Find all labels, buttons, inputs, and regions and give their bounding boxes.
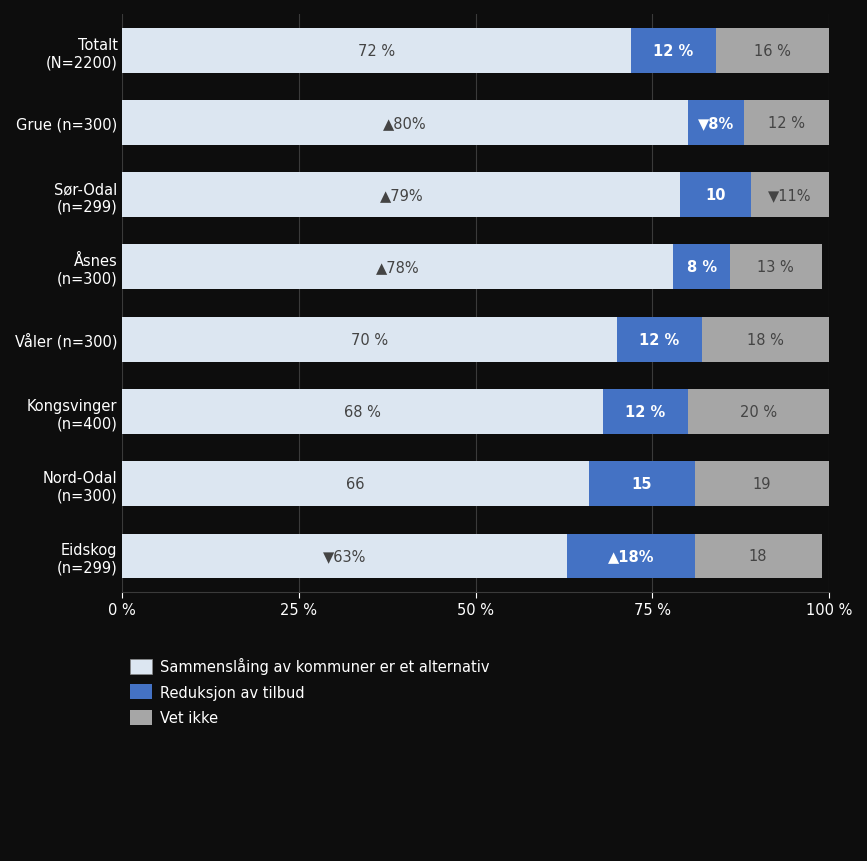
Bar <box>730 245 822 290</box>
Text: 8 %: 8 % <box>687 260 717 275</box>
Text: ▼63%: ▼63% <box>323 548 367 564</box>
Text: 12 %: 12 % <box>653 44 694 59</box>
Text: 20 %: 20 % <box>740 405 777 419</box>
Bar <box>694 534 822 579</box>
Bar <box>617 318 701 362</box>
Bar <box>681 173 751 218</box>
Bar <box>631 28 716 73</box>
Text: 13 %: 13 % <box>758 260 794 275</box>
Text: 12 %: 12 % <box>625 405 665 419</box>
Bar <box>122 534 567 579</box>
Bar <box>701 318 829 362</box>
Bar <box>122 318 617 362</box>
Bar <box>122 173 681 218</box>
Text: 10: 10 <box>706 188 726 203</box>
Bar <box>674 245 730 290</box>
Text: ▲79%: ▲79% <box>380 188 423 203</box>
Text: ▼11%: ▼11% <box>768 188 812 203</box>
Bar <box>744 101 829 146</box>
Text: 66: 66 <box>346 477 365 492</box>
Text: 18: 18 <box>749 548 767 564</box>
Text: ▲80%: ▲80% <box>383 115 427 131</box>
Text: 12 %: 12 % <box>639 332 680 347</box>
Text: 68 %: 68 % <box>344 405 381 419</box>
Text: 70 %: 70 % <box>351 332 388 347</box>
Bar <box>589 461 694 506</box>
Bar <box>751 173 829 218</box>
Text: 72 %: 72 % <box>358 44 395 59</box>
Bar <box>716 28 829 73</box>
Text: 18 %: 18 % <box>746 332 784 347</box>
Text: ▲18%: ▲18% <box>608 548 655 564</box>
Text: 19: 19 <box>753 477 771 492</box>
Bar <box>567 534 694 579</box>
Bar <box>688 101 744 146</box>
Bar <box>122 28 631 73</box>
Bar <box>603 389 688 434</box>
Bar <box>122 389 603 434</box>
Bar <box>122 245 674 290</box>
Text: ▼8%: ▼8% <box>698 115 733 131</box>
Text: ▲78%: ▲78% <box>376 260 420 275</box>
Bar <box>694 461 829 506</box>
Bar <box>688 389 829 434</box>
Bar <box>122 461 589 506</box>
Bar <box>122 101 688 146</box>
Text: 16 %: 16 % <box>754 44 791 59</box>
Text: 12 %: 12 % <box>768 115 805 131</box>
Text: 15: 15 <box>631 477 652 492</box>
Legend: Sammenslåing av kommuner er et alternativ, Reduksjon av tilbud, Vet ikke: Sammenslåing av kommuner er et alternati… <box>130 658 490 726</box>
